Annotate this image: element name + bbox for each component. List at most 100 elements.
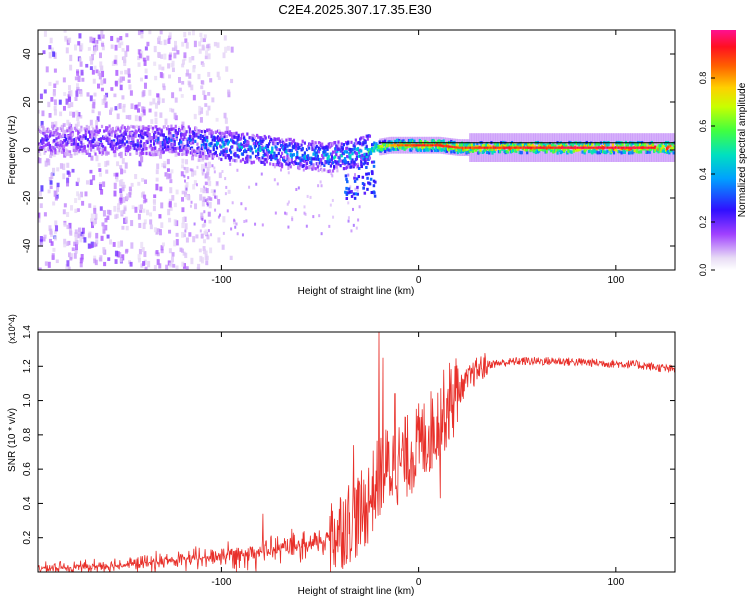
spectrogram-band-cell [335, 165, 338, 169]
spectrogram-band-cell [175, 137, 178, 141]
spectrogram-noise-cell [58, 99, 62, 105]
spectrogram-noise-cell [66, 177, 70, 184]
spectrogram-noise-cell [182, 151, 186, 156]
spectrogram-band-cell [280, 163, 284, 167]
spectrogram-noise-cell [71, 247, 75, 252]
spectrogram-band-cell [163, 145, 167, 149]
spectrogram-band-cell [312, 163, 315, 167]
spectrogram-band-cell [77, 142, 80, 146]
spectrogram-band-cell [112, 139, 116, 143]
spectrogram-band-cell [224, 152, 227, 156]
spectrogram-noise-cell [174, 40, 178, 47]
spectrogram-noise-cell [229, 255, 233, 261]
spectrogram-noise-cell [206, 44, 210, 49]
spectrogram-band-cell [64, 129, 67, 133]
spectrogram-band-cell [92, 145, 95, 149]
spectrogram-noise-cell [121, 48, 125, 52]
spectrogram-ytick-label: -40 [22, 238, 33, 253]
spectrogram-noise-cell [204, 250, 208, 255]
spectrogram-noise-cell [159, 154, 163, 159]
spectrogram-noise-cell [74, 235, 78, 242]
spectrogram-noise-cell [169, 179, 173, 184]
spectrogram-band-cell [252, 160, 255, 164]
spectrogram-band-cell [104, 146, 107, 150]
spectrogram-band-cell [167, 145, 170, 149]
colorbar: 0.00.20.40.60.8 Normalized spectral ampl… [698, 30, 748, 276]
spectrogram-core-cell [567, 146, 569, 149]
spectrogram-band-cell [61, 133, 65, 138]
spectrogram-band-cell [339, 159, 342, 163]
spectrogram-band-cell [259, 148, 262, 153]
spectrogram-noise-cell [222, 216, 226, 223]
spectrogram-noise-cell [117, 203, 121, 210]
spectrogram-noise-cell [170, 62, 174, 68]
spectrogram-noise-cell [200, 140, 204, 147]
spectrogram-core-cell [597, 146, 599, 149]
spectrogram-core-cell [441, 144, 443, 147]
spectrogram-core-cell [407, 144, 410, 147]
spectrogram-band-cell [151, 126, 155, 130]
spectrogram-noise-cell [190, 200, 193, 204]
spectrogram-band-cell [107, 151, 110, 155]
spectrogram-band-cell [82, 135, 85, 139]
spectrogram-noise-cell [95, 239, 99, 245]
spectrogram-band-cell [378, 140, 381, 144]
spectrogram-band-cell [292, 153, 296, 157]
spectrogram-core-cell [551, 146, 554, 149]
spectrogram-band-cell [68, 152, 71, 157]
spectrogram-band-cell [673, 143, 675, 147]
spectrogram-band-cell [554, 144, 557, 148]
spectrogram-band-cell [328, 169, 331, 173]
spectrogram-noise-cell [92, 220, 96, 226]
spectrogram-noise-cell [199, 117, 203, 123]
spectrogram-noise-cell [148, 30, 152, 35]
spectrogram-noise-cell [42, 50, 46, 55]
spectrogram-band-cell [56, 132, 59, 136]
spectrogram-band-cell [596, 151, 599, 155]
spectrogram-band-cell [219, 131, 222, 135]
spectrogram-band-cell [295, 147, 298, 151]
spectrogram-band-cell [644, 144, 647, 148]
spectrogram-band-cell [121, 138, 124, 142]
spectrogram-band-cell [478, 150, 481, 154]
spectrogram-band-cell [164, 135, 168, 140]
spectrogram-band-cell [139, 140, 143, 144]
spectrogram-band-cell [310, 160, 313, 164]
spectrogram-band-cell [346, 155, 349, 159]
spectrogram-band-cell [95, 141, 98, 145]
spectrogram-band-cell [177, 126, 181, 130]
colorbar-tick-label: 0.2 [698, 216, 708, 229]
spectrogram-band-cell [264, 136, 267, 140]
spectrogram-noise-cell [158, 214, 162, 219]
spectrogram-core-cell [452, 145, 454, 149]
spectrogram-noise-cell [204, 103, 208, 107]
spectrogram-noise-cell [156, 259, 160, 265]
spectrogram-noise-cell [113, 182, 117, 190]
spectrogram-band-cell [111, 129, 114, 133]
spectrogram-core-cell [393, 144, 396, 147]
spectrogram-streak-cell [353, 196, 357, 200]
spectrogram-core-cell [646, 146, 648, 149]
spectrogram-band-cell [300, 158, 303, 162]
spectrogram-band-cell [387, 143, 390, 147]
spectrogram-core-cell [400, 144, 402, 147]
spectrogram-band-cell [311, 157, 314, 161]
spectrogram-band-cell [113, 149, 117, 153]
spectrogram-band-cell [160, 129, 163, 133]
spectrogram-noise-cell [167, 63, 171, 69]
spectrogram-band-cell [451, 146, 454, 150]
spectrogram-band-cell [174, 146, 177, 151]
spectrogram-core-cell [409, 144, 412, 147]
spectrogram-band-cell [368, 148, 372, 152]
spectrogram-band-cell [81, 144, 84, 149]
spectrogram-band-cell [54, 151, 57, 155]
spectrogram-band-cell [224, 156, 227, 160]
spectrogram-noise-cell [78, 33, 82, 39]
spectrogram-band-cell [224, 130, 227, 135]
spectrogram-band-cell [315, 157, 318, 161]
spectrogram-core-cell [483, 146, 486, 149]
spectrogram-noise-cell [175, 239, 179, 246]
spectrogram-noise-cell [181, 164, 185, 169]
spectrogram-noise-cell [139, 135, 143, 140]
spectrogram-band-cell [90, 143, 93, 147]
